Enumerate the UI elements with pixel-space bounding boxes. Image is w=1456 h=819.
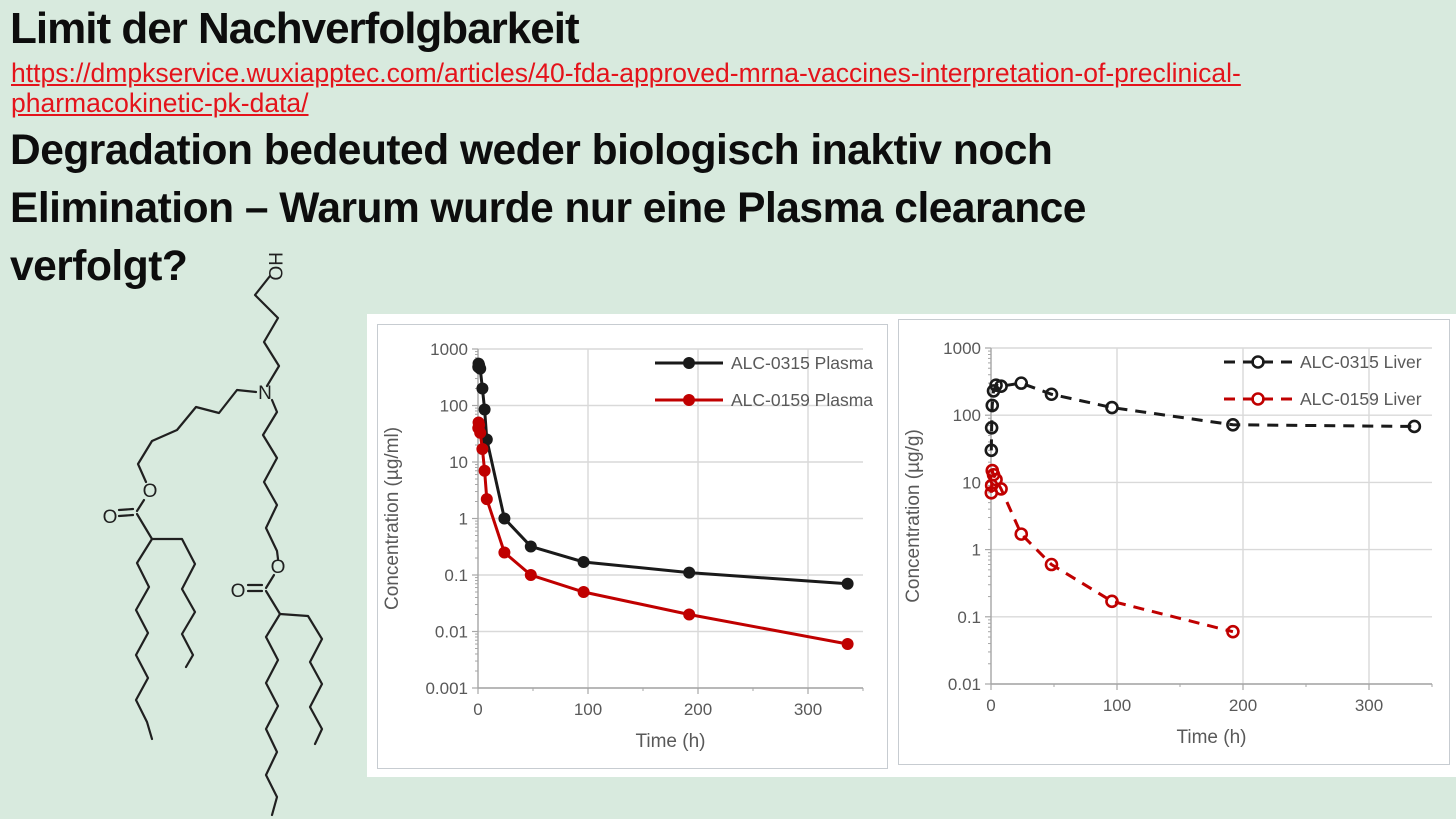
charts-panel: 1000 100 10 1 0.1 0.01 0.001 0 100 200 300 Time (h)… [367,314,1456,777]
svg-text:1: 1 [459,510,468,529]
heading-line-3: verfolgt? [10,243,188,290]
svg-text:200: 200 [1229,696,1257,715]
source-url-link[interactable]: https://dmpkservice.wuxiapptec.com/artic… [11,58,1241,118]
svg-text:ALC-0315 Liver: ALC-0315 Liver [1300,352,1422,372]
svg-text:0: 0 [473,700,482,719]
svg-text:0: 0 [986,696,995,715]
svg-text:100: 100 [953,406,981,425]
alc-0315-structure-drawing: HO N O O O O [103,252,324,817]
liver-chart-svg: 1000 100 10 1 0.1 0.01 0 100 200 300 Time (h) Conce… [903,339,1433,748]
plasma-chart-svg: 1000 100 10 1 0.1 0.01 0.001 0 100 200 300 Time (h)… [382,340,873,752]
svg-text:Time (h): Time (h) [635,731,705,752]
ester2-oxygen-label: O [271,557,286,578]
source-url-line-1: https://dmpkservice.wuxiapptec.com/artic… [11,58,1241,88]
heading-line-1: Degradation bedeuted weder biologisch in… [10,127,1053,174]
svg-text:ALC-0159 Plasma: ALC-0159 Plasma [731,390,873,410]
svg-text:0.1: 0.1 [957,608,981,627]
hydroxyl-label: HO [264,252,285,281]
svg-text:0.01: 0.01 [948,675,981,694]
svg-text:1000: 1000 [943,339,981,358]
svg-text:100: 100 [574,700,602,719]
ester1-oxygen-label: O [143,481,158,502]
source-url-line-2: pharmacokinetic-pk-data/ [11,87,309,118]
svg-text:ALC-0315 Plasma: ALC-0315 Plasma [731,353,873,373]
svg-text:100: 100 [1103,696,1131,715]
svg-text:100: 100 [440,397,468,416]
amine-nitrogen-label: N [258,383,272,404]
svg-text:1000: 1000 [430,340,468,359]
svg-text:300: 300 [794,700,822,719]
svg-text:300: 300 [1355,696,1383,715]
svg-text:0.001: 0.001 [425,679,468,698]
heading-line-2: Elimination – Warum wurde nur eine Plasm… [10,185,1086,232]
ester1-carbonyl-oxygen-label: O [103,507,118,528]
svg-text:Concentration (µg/ml): Concentration (µg/ml) [382,427,403,610]
molecule-bonds [117,274,324,817]
plasma-concentration-chart: 1000 100 10 1 0.1 0.01 0.001 0 100 200 300 Time (h)… [377,324,888,769]
svg-text:1: 1 [972,541,981,560]
ester2-carbonyl-oxygen-label: O [231,581,246,602]
svg-text:Concentration (µg/g): Concentration (µg/g) [903,429,924,603]
svg-text:200: 200 [684,700,712,719]
slide-heading: Degradation bedeuted weder biologisch in… [10,122,1086,296]
liver-concentration-chart: 1000 100 10 1 0.1 0.01 0 100 200 300 Time (h) Conce… [898,319,1450,765]
slide-title: Limit der Nachverfolgbarkeit [10,4,580,53]
svg-text:0.1: 0.1 [444,566,468,585]
svg-text:10: 10 [962,473,981,492]
svg-text:0.01: 0.01 [435,623,468,642]
svg-text:ALC-0159 Liver: ALC-0159 Liver [1300,389,1422,409]
svg-text:Time (h): Time (h) [1176,727,1246,748]
svg-text:10: 10 [449,453,468,472]
